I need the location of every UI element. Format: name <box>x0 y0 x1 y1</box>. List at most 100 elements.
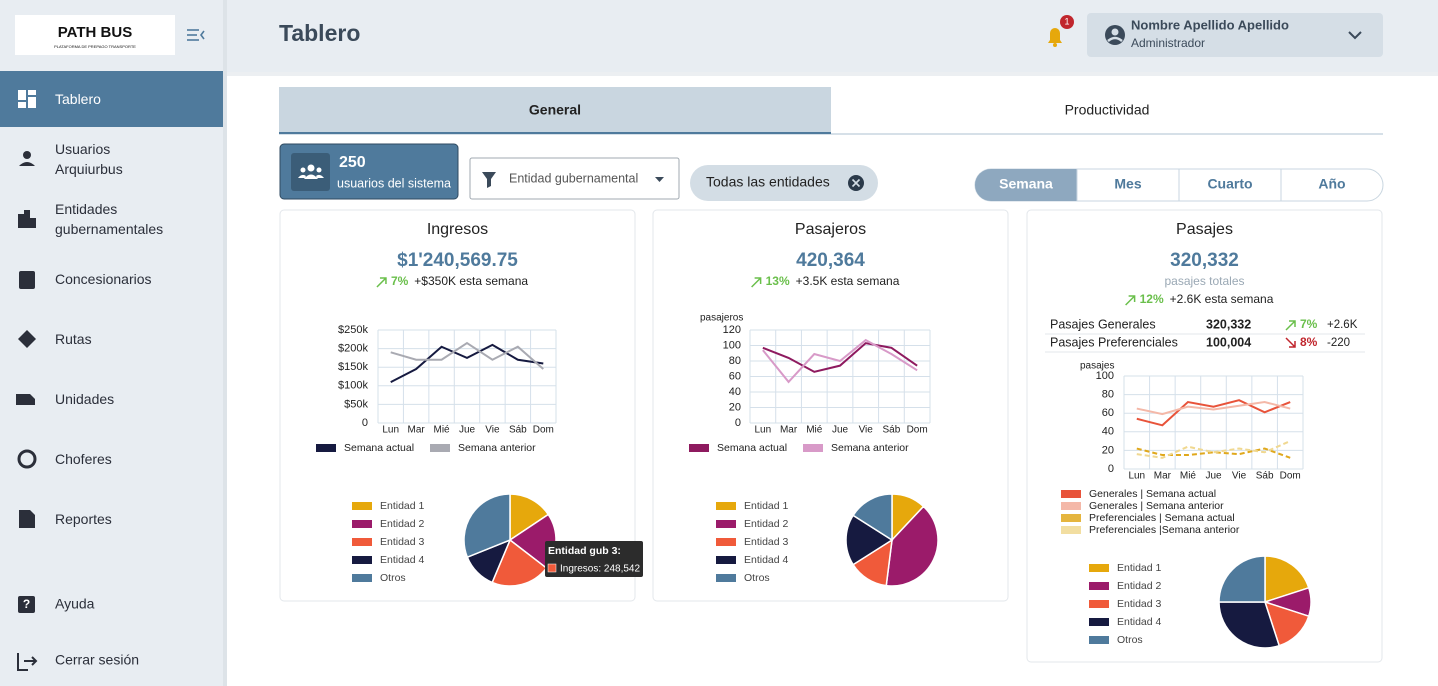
x-tick-label: Jue <box>1205 471 1222 482</box>
card-title: Pasajes <box>1176 221 1233 238</box>
menu-arrow <box>200 30 205 40</box>
period[interactable]: Cuarto <box>1207 176 1252 192</box>
nav-item[interactable]: Unidades <box>55 377 215 421</box>
user-menu[interactable]: Nombre Apellido Apellido Administrador <box>1087 13 1383 57</box>
icon-user <box>19 162 35 166</box>
legend-swatch <box>1089 564 1109 572</box>
icon-routes <box>18 330 36 348</box>
nav-label: Unidades <box>55 391 115 407</box>
icon-help <box>18 596 35 613</box>
period[interactable]: Año <box>1318 176 1345 192</box>
y-axis-label: pasajeros <box>700 313 743 324</box>
nav-label: Rutas <box>55 331 92 347</box>
line-series <box>762 338 918 384</box>
pie-slice[interactable] <box>1264 555 1310 604</box>
icon-part <box>307 164 315 172</box>
y-tick-label: 80 <box>729 355 741 367</box>
nav-item[interactable]: Tablero <box>55 77 215 121</box>
card-note: +$350K esta semana <box>414 274 528 288</box>
nav-item-wrap: Choferes <box>55 437 215 481</box>
y-tick-label: 20 <box>729 401 741 413</box>
y-tick-label: $50k <box>344 398 368 410</box>
x-tick-label: Vie <box>485 425 500 436</box>
nav-item-wrap: Entidades gubernamentales <box>55 197 215 241</box>
tab[interactable]: Productividad <box>1065 102 1150 118</box>
notifications[interactable]: 1 <box>1048 15 1074 47</box>
pie-slice[interactable] <box>852 493 893 542</box>
x-tick-label: Lun <box>382 425 399 436</box>
nav-label: Entidades gubernamentales <box>55 201 164 237</box>
header-shadow <box>223 72 1438 76</box>
entity-select[interactable]: Entidad gubernamental <box>469 157 680 200</box>
card-title: Ingresos <box>427 221 488 238</box>
pie-slice[interactable] <box>845 514 894 566</box>
legend-swatch <box>716 538 736 546</box>
y-tick-label: $200k <box>338 343 368 355</box>
nav-label[interactable]: Cerrar sesión <box>55 652 139 668</box>
legend-swatch <box>689 444 709 452</box>
period[interactable]: Semana <box>999 176 1053 192</box>
pie-slice[interactable] <box>885 505 939 587</box>
sidebar-shadow <box>223 0 227 686</box>
row-change: 7% <box>1300 317 1318 331</box>
select-box <box>469 157 680 200</box>
legend-swatch <box>716 520 736 528</box>
badge-count: 1 <box>1064 16 1069 26</box>
nav-item[interactable]: Concesionarios <box>55 257 215 301</box>
x-tick-label: Vie <box>859 425 874 436</box>
legend-swatch <box>716 556 736 564</box>
tab[interactable]: General <box>529 102 581 118</box>
nav-item[interactable]: Reportes <box>55 497 215 541</box>
y-tick-label: 100 <box>723 339 741 351</box>
nav-item-wrap: Usuarios Arquiurbus <box>55 137 215 181</box>
nav-label[interactable]: Ayuda <box>55 596 95 612</box>
x-tick-label: Mar <box>1154 471 1172 482</box>
tooltip <box>545 541 643 577</box>
legend-swatch <box>1061 490 1081 498</box>
nav-label: Usuarios Arquiurbus <box>55 141 123 177</box>
nav-item[interactable]: Entidades gubernamentales <box>55 197 215 241</box>
y-tick-label: 0 <box>1108 463 1114 475</box>
legend-swatch <box>352 538 372 546</box>
nav-item[interactable]: Usuarios Arquiurbus <box>55 137 215 181</box>
legend-swatch <box>430 444 450 452</box>
x-tick-label: Jue <box>832 425 849 436</box>
arrow-down <box>1285 337 1296 348</box>
legend-label: Entidad 2 <box>744 518 789 530</box>
x-tick-label: Vie <box>1232 471 1247 482</box>
legend-label: Semana anterior <box>458 442 536 454</box>
legend-label: Entidad 1 <box>1117 562 1162 574</box>
entity-chip[interactable]: Todas las entidades <box>690 165 878 201</box>
icon-part <box>298 174 324 179</box>
legend-label: Entidad 4 <box>380 554 425 566</box>
period[interactable]: Mes <box>1114 176 1141 192</box>
y-tick-label: $150k <box>338 361 368 373</box>
row-name: Pasajes Generales <box>1050 317 1156 331</box>
pie-slice[interactable] <box>463 493 511 559</box>
row-name: Pasajes Preferenciales <box>1050 335 1178 349</box>
x-tick-label: Dom <box>1280 471 1301 482</box>
pie-slice[interactable] <box>1218 555 1266 603</box>
nav-item[interactable]: Rutas <box>55 317 215 361</box>
y-tick-label: 60 <box>1102 407 1114 419</box>
nav-item[interactable]: Choferes <box>55 437 215 481</box>
pie-slice[interactable] <box>1218 601 1281 649</box>
legend-swatch <box>352 556 372 564</box>
menu-toggle[interactable] <box>187 29 205 41</box>
icon-part <box>300 167 306 173</box>
legend-label: Entidad 4 <box>1117 616 1162 628</box>
y-tick-label: 0 <box>735 417 741 429</box>
legend-label: Entidad 3 <box>1117 598 1162 610</box>
x-tick-label: Mié <box>1180 471 1197 482</box>
row-delta: -220 <box>1327 337 1350 349</box>
user-box <box>1087 13 1383 57</box>
badge <box>1060 15 1074 29</box>
select-caret <box>655 177 664 182</box>
card-subtitle: pasajes totales <box>1164 274 1244 288</box>
line-series <box>1136 440 1291 459</box>
card-change: 7% <box>391 274 409 288</box>
users-icon-box <box>291 153 330 191</box>
icon-concessions <box>19 271 35 289</box>
user-name: Nombre Apellido Apellido <box>1131 17 1289 32</box>
row-delta: +2.6K <box>1327 319 1358 331</box>
